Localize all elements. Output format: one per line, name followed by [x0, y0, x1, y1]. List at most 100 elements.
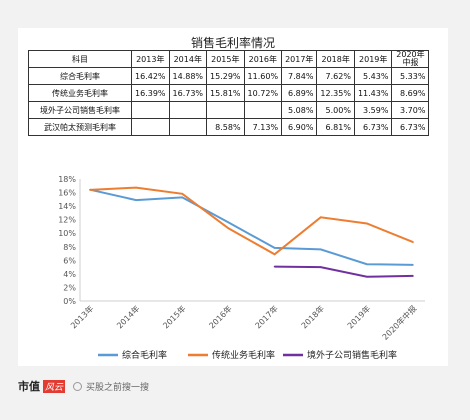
table-cell: 14.88% [168, 67, 208, 85]
page-title: 销售毛利率情况 [190, 36, 275, 50]
series-1-point [227, 221, 230, 224]
footer: 市值 风云 买股之前搜一搜 [18, 378, 149, 394]
table-cell: 11.60% [243, 67, 283, 85]
table-cell [243, 101, 283, 119]
series-2-point [319, 216, 322, 219]
x-tick-label: 2020年中报 [380, 303, 418, 341]
series-1-point [366, 263, 368, 265]
table-cell: 16.39% [131, 84, 170, 102]
table-header-cell: 2014年 [168, 50, 208, 68]
y-tick-label: 8% [63, 243, 76, 252]
table-cell: 6.81% [316, 118, 355, 136]
table-row: 境外子公司销售毛利率 5.08% 5.00% 3.59% 3.70% [28, 101, 430, 119]
table-header-cell: 2020年中报 [391, 50, 430, 68]
table-row: 综合毛利率 16.42% 14.88% 15.29% 11.60% 7.84% 7.62% 5… [28, 67, 430, 85]
search-icon[interactable] [73, 381, 83, 391]
table-header-cell: 2019年 [353, 50, 393, 68]
table-header-cell: 2015年 [206, 50, 245, 68]
y-tick-label: 6% [63, 256, 76, 265]
x-tick-label: 2016年 [207, 303, 234, 330]
y-tick-label: 16% [58, 189, 76, 198]
table-cell: 7.13% [243, 118, 283, 136]
table-row: 传统业务毛利率 16.39% 16.73% 15.81% 10.72% 6.89% 12.3… [28, 84, 430, 102]
series-2-point [227, 227, 230, 230]
brand-logo-text: 市值 [18, 380, 40, 393]
table-cell: 6.89% [281, 84, 318, 102]
table-header-cell: 科目 [28, 50, 132, 68]
x-tick-label: 2018年 [299, 303, 326, 330]
table-cell: 6.73% [391, 118, 430, 136]
table-cell: 5.33% [391, 67, 430, 85]
margin-line-chart: 0% 2% 4% 6% 8% 10% 12% 14% 16% 18% 2013年 2014年 2015年… [58, 175, 425, 361]
table-cell: 7.84% [281, 67, 318, 85]
table-cell [206, 101, 245, 119]
x-tick-label: 2013年 [68, 303, 95, 330]
table-row: 武汉帕太预测毛利率 8.58% 7.13% 6.90% 6.81% 6.73% 6.73% [28, 118, 430, 136]
table-cell: 12.35% [316, 84, 355, 102]
series-1-point [319, 248, 322, 251]
series-2-point [412, 241, 414, 243]
table-header-cell: 2017年 [281, 50, 318, 68]
y-tick-label: 0% [63, 297, 76, 306]
table-cell: 8.69% [391, 84, 430, 102]
table-cell: 5.08% [281, 101, 318, 119]
series-line-3 [274, 265, 414, 278]
table-cell: 5.43% [353, 67, 393, 85]
table-cell: 6.90% [281, 118, 318, 136]
table-cell: 5.00% [316, 101, 355, 119]
series-2-point [89, 189, 91, 191]
table-cell: 16.42% [131, 67, 170, 85]
table-cell: 8.58% [206, 118, 245, 136]
x-tick-label: 2019年 [345, 303, 372, 330]
table-cell: 7.62% [316, 67, 355, 85]
x-tick-label: 2015年 [161, 303, 188, 330]
table-header-cell: 2018年 [316, 50, 355, 68]
table-cell: 15.81% [206, 84, 245, 102]
y-tick-label: 10% [58, 229, 76, 238]
table-cell: 3.70% [391, 101, 430, 119]
x-tick-label: 2017年 [253, 303, 280, 330]
table-cell [168, 118, 208, 136]
report-card: 销售毛利率情况 科目 2013年 2014年 2015年 2016年 2017年 2018年… [18, 28, 448, 366]
y-tick-label: 12% [58, 216, 76, 225]
table-cell: 15.29% [206, 67, 245, 85]
series-2-point [181, 193, 184, 195]
table-row-label: 武汉帕太预测毛利率 [28, 118, 132, 136]
series-1-point [412, 264, 414, 266]
series-2-point [366, 222, 368, 225]
series-3-point [412, 275, 414, 277]
series-line-1 [89, 188, 414, 266]
series-1-point [273, 247, 276, 249]
series-1-point [135, 199, 137, 201]
table-row-label: 综合毛利率 [28, 67, 132, 85]
table-cell: 10.72% [243, 84, 283, 102]
table-row-label: 传统业务毛利率 [28, 84, 132, 102]
table-row-label: 境外子公司销售毛利率 [28, 101, 132, 119]
legend-label-2: 传统业务毛利率 [212, 349, 275, 361]
table-cell [131, 101, 170, 119]
series-line-2 [89, 186, 414, 256]
legend-label-1: 综合毛利率 [122, 349, 167, 361]
table-cell: 3.59% [353, 101, 393, 119]
series-3-point [319, 266, 322, 268]
legend-label-3: 境外子公司销售毛利率 [307, 349, 397, 361]
table-header-cell: 2016年 [243, 50, 283, 68]
table-cell [131, 118, 170, 136]
search-hint[interactable]: 买股之前搜一搜 [86, 382, 150, 393]
table-cell: 6.73% [353, 118, 393, 136]
brand-logo-badge: 风云 [43, 379, 66, 393]
table-cell: 16.73% [168, 84, 208, 102]
y-tick-label: 14% [58, 202, 76, 211]
table-header-cell: 2013年 [131, 50, 170, 68]
y-tick-label: 4% [63, 270, 76, 279]
y-tick-label: 2% [63, 283, 76, 292]
table-cell: 11.43% [353, 84, 393, 102]
margin-table: 科目 2013年 2014年 2015年 2016年 2017年 2018年 2019年 202… [28, 50, 430, 136]
series-1-point [181, 196, 184, 199]
series-2-point [273, 253, 276, 256]
table-header-row: 科目 2013年 2014年 2015年 2016年 2017年 2018年 2019年 202… [28, 50, 430, 68]
series-3-point [366, 275, 368, 278]
x-tick-label: 2014年 [114, 303, 141, 330]
y-tick-label: 18% [58, 175, 76, 184]
table-cell [168, 101, 208, 119]
